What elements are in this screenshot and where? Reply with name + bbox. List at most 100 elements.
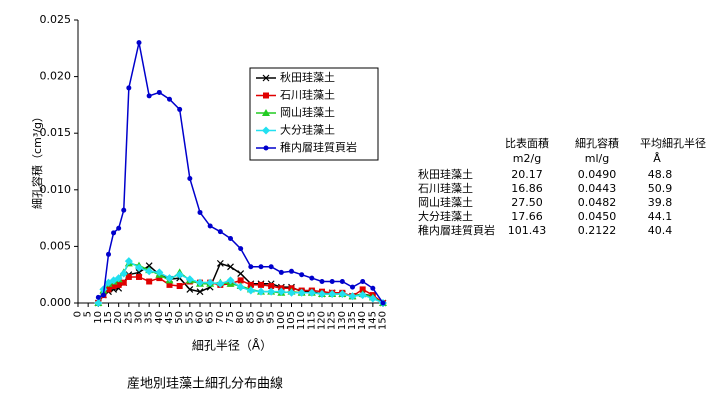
marker — [319, 278, 325, 284]
marker — [166, 281, 173, 288]
marker — [216, 259, 224, 267]
marker — [120, 279, 127, 286]
marker — [167, 96, 172, 102]
marker — [360, 278, 366, 284]
marker — [328, 289, 337, 298]
marker — [100, 292, 106, 298]
marker — [145, 262, 153, 270]
marker — [248, 264, 254, 270]
x-tick-label: 145 — [367, 311, 378, 330]
marker — [186, 285, 194, 293]
marker — [268, 264, 274, 270]
table-cell: 48.8 — [648, 168, 673, 181]
marker — [350, 284, 355, 290]
x-tick-label: 140 — [357, 311, 368, 330]
x-tick-label: 45 — [164, 311, 175, 324]
x-tick-label: 40 — [154, 311, 165, 324]
marker — [114, 274, 123, 283]
marker — [358, 291, 367, 300]
row-name: 石川珪藻土 — [418, 181, 473, 195]
marker — [380, 300, 386, 306]
marker — [206, 278, 215, 287]
marker — [318, 289, 326, 298]
legend-box — [249, 67, 379, 161]
marker — [263, 145, 269, 151]
table-header: 比表面積 — [505, 136, 549, 150]
marker — [136, 273, 142, 280]
marker — [278, 269, 284, 275]
marker — [258, 264, 264, 270]
x-tick-label: 10 — [93, 311, 104, 324]
x-tick-label: 25 — [123, 311, 134, 324]
marker — [121, 207, 127, 213]
marker — [348, 292, 357, 301]
legend-label: 大分珪藻土 — [280, 123, 335, 137]
x-tick-label: 150 — [378, 311, 389, 330]
x-tick-label: 75 — [225, 311, 236, 324]
marker — [197, 209, 203, 215]
marker — [146, 93, 152, 99]
marker — [247, 281, 254, 288]
y-axis-label: 細孔容積（cm³/g） — [30, 111, 44, 209]
marker — [116, 225, 122, 231]
marker — [237, 277, 244, 284]
x-tick-label: 70 — [215, 311, 226, 324]
marker — [196, 288, 204, 296]
marker — [146, 278, 153, 285]
marker — [165, 274, 174, 283]
marker — [216, 279, 225, 288]
x-tick-label: 135 — [347, 311, 358, 330]
x-tick-label: 130 — [337, 311, 348, 330]
x-tick-label: 0 — [73, 311, 84, 317]
marker — [155, 268, 164, 277]
marker — [289, 268, 294, 274]
marker — [156, 275, 163, 282]
table-cell: 44.1 — [648, 210, 673, 223]
table-cell: 101.43 — [508, 224, 547, 237]
x-tick-label: 110 — [296, 311, 307, 330]
x-tick-label: 50 — [174, 311, 185, 324]
x-tick-label: 15 — [103, 311, 114, 324]
marker — [262, 126, 270, 135]
marker — [267, 287, 276, 296]
row-name: 大分珪藻土 — [418, 209, 473, 223]
table-cell: 16.86 — [511, 182, 543, 195]
marker — [110, 283, 117, 290]
table-header: 平均細孔半径 — [640, 136, 706, 150]
marker — [95, 294, 101, 300]
marker — [299, 272, 305, 278]
table-cell: 17.66 — [511, 210, 543, 223]
x-tick-label: 80 — [235, 311, 246, 324]
marker — [111, 230, 117, 236]
marker — [268, 283, 275, 290]
marker — [196, 278, 204, 287]
table-cell: 50.9 — [648, 182, 673, 195]
marker — [277, 287, 286, 296]
marker — [309, 275, 315, 281]
marker — [370, 285, 376, 291]
x-tick-label: 105 — [286, 311, 297, 330]
marker — [94, 299, 103, 307]
marker — [297, 288, 306, 297]
marker — [262, 109, 270, 116]
marker — [228, 235, 233, 241]
y-tick-label: 0.020 — [40, 70, 72, 83]
marker — [226, 276, 235, 285]
marker — [136, 40, 142, 46]
table-cell: 0.0450 — [578, 210, 617, 223]
table-unit: Å — [653, 152, 661, 165]
marker — [217, 229, 223, 235]
marker — [135, 263, 143, 272]
row-name: 秋田珪藻土 — [418, 167, 473, 181]
marker — [126, 85, 132, 91]
marker — [257, 287, 265, 296]
y-tick-label: 0.000 — [40, 296, 72, 309]
marker — [106, 251, 111, 257]
marker — [368, 294, 377, 303]
marker — [125, 273, 132, 280]
x-tick-label: 55 — [184, 311, 195, 324]
y-tick-label: 0.010 — [40, 183, 72, 196]
marker — [119, 269, 128, 278]
marker — [105, 286, 112, 293]
